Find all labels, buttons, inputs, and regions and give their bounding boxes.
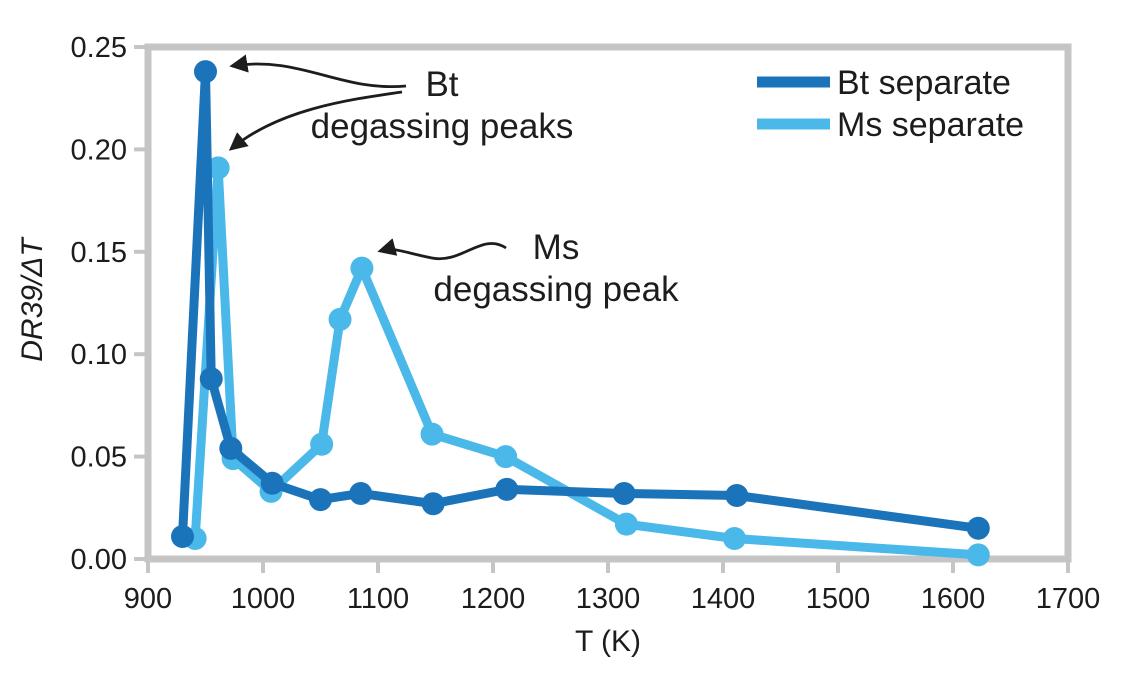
annotation-arrow	[229, 54, 407, 89]
series-ms-separate-point	[206, 156, 230, 180]
series-ms-separate-point	[328, 307, 352, 331]
series-ms-separate-line	[190, 163, 983, 560]
series-ms-separate-point	[494, 445, 518, 469]
series-bt-separate-point	[612, 481, 636, 505]
legend-label-ms-separate: Ms separate	[837, 106, 1024, 144]
y-axis-title: DR39/ΔT	[16, 236, 49, 362]
y-axis-tick-label: 0.10	[71, 339, 127, 371]
series-bt-separate-point	[725, 484, 749, 508]
annotation-arrow	[228, 90, 403, 151]
x-axis-tick-label: 1300	[576, 583, 641, 615]
series-bt-separate-point	[309, 488, 332, 512]
series-ms-separate-point	[723, 527, 746, 551]
legend-label-bt-separate: Bt separate	[837, 64, 1011, 102]
annotation-text-line: Ms	[533, 228, 580, 267]
y-axis-tick-label: 0.25	[71, 32, 127, 64]
series-bt-separate-point	[194, 60, 217, 84]
y-axis-tick-label: 0.05	[71, 442, 127, 474]
y-axis: 0.00 0.05 0.10 0.15 0.20 0.25	[71, 32, 145, 576]
annotation-arrow	[377, 238, 507, 261]
x-axis: 900 1000 1100 1200 1300 1400 1500 1600 1700	[124, 562, 1100, 615]
plot-border	[144, 43, 1072, 563]
x-axis-tick-label: 900	[124, 583, 172, 615]
y-axis-tick-label: 0.00	[71, 544, 127, 576]
series-bt-separate-line	[178, 67, 983, 541]
series-ms-separate-point	[310, 432, 334, 456]
legend-item-ms-separate: Ms separate	[757, 106, 1024, 144]
series-bt-separate-point	[966, 516, 990, 540]
annotation-text-line: degassing peak	[433, 270, 679, 309]
series-bt-separate-point	[219, 436, 243, 460]
x-axis-tick-label: 1700	[1036, 583, 1101, 615]
legend: Bt separate Ms separate	[757, 64, 1024, 144]
series-bt-separate-point	[349, 481, 373, 505]
annotation-text-line: degassing peaks	[311, 107, 574, 146]
series-bt-separate-point	[495, 477, 519, 501]
series-bt-separate	[171, 60, 990, 548]
series-bt-separate-point	[260, 471, 284, 495]
x-axis-tick-label: 1200	[461, 583, 526, 615]
series-bt-separate-point	[171, 524, 194, 548]
legend-item-bt-separate: Bt separate	[757, 64, 1011, 102]
x-axis-tick-label: 1400	[691, 583, 756, 615]
series-ms-separate-point	[966, 543, 990, 567]
x-axis-tick-label: 1100	[347, 583, 409, 615]
annotation-text-line: Bt	[425, 65, 458, 104]
x-axis-tick-label: 1000	[231, 583, 296, 615]
x-axis-tick-label: 1600	[921, 583, 986, 615]
series-ms-separate-point	[420, 422, 444, 446]
series-ms-separate-point	[614, 512, 638, 536]
y-axis-tick-label: 0.20	[71, 134, 127, 166]
series-bt-separate-point	[199, 367, 223, 391]
series-bt-separate-point	[421, 492, 445, 516]
series-ms-separate-point	[350, 256, 374, 280]
x-axis-tick-label: 1500	[806, 583, 871, 615]
y-axis-tick-label: 0.15	[71, 237, 127, 269]
series-ms-separate	[183, 156, 990, 567]
x-axis-title: T (K)	[575, 625, 641, 658]
